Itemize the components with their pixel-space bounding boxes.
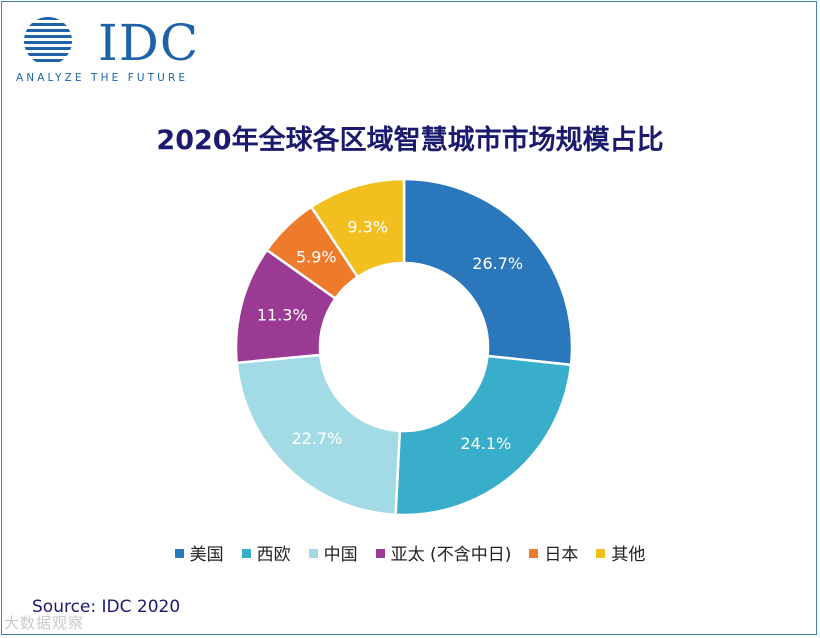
slice-label-2: 22.7% bbox=[291, 429, 342, 448]
slice-label-4: 5.9% bbox=[296, 248, 337, 267]
legend-swatch-1 bbox=[241, 549, 251, 558]
legend-item-2: 中国 bbox=[308, 540, 358, 565]
legend-label-0: 美国 bbox=[189, 545, 224, 565]
legend-label-5: 其他 bbox=[611, 545, 646, 565]
globe-icon bbox=[24, 17, 72, 62]
legend-swatch-2 bbox=[308, 549, 318, 558]
slice-label-3: 11.3% bbox=[257, 306, 308, 325]
legend-item-1: 西欧 bbox=[241, 540, 291, 565]
watermark-text: 大数据观察 bbox=[4, 614, 85, 632]
donut-chart: 26.7% 24.1% 22.7% 11.3% 5.9% 9.3% bbox=[234, 177, 574, 517]
legend-swatch-3 bbox=[375, 549, 385, 558]
legend-label-3: 亚太 (不含中日) bbox=[390, 545, 512, 565]
legend-swatch-5 bbox=[596, 549, 606, 558]
slice-label-1: 24.1% bbox=[460, 434, 511, 453]
slice-label-5: 9.3% bbox=[347, 217, 388, 236]
legend-swatch-0 bbox=[174, 549, 184, 558]
chart-legend: 美国 西欧 中国 亚太 (不含中日) 日本 其他 bbox=[0, 540, 820, 565]
legend-label-4: 日本 bbox=[544, 545, 579, 565]
legend-item-3: 亚太 (不含中日) bbox=[375, 540, 512, 565]
legend-item-4: 日本 bbox=[529, 540, 578, 565]
pie-slice-0 bbox=[402, 177, 574, 367]
slice-label-0: 26.7% bbox=[472, 254, 523, 273]
legend-swatch-4 bbox=[529, 549, 539, 558]
source-note: Source: IDC 2020 bbox=[32, 597, 181, 617]
legend-item-5: 其他 bbox=[596, 540, 645, 565]
legend-label-2: 中国 bbox=[323, 545, 358, 565]
legend-item-0: 美国 bbox=[174, 540, 224, 565]
pie-slice-5 bbox=[310, 177, 406, 279]
logo-tagline: ANALYZE THE FUTURE bbox=[16, 72, 189, 84]
idc-logo: IDC ANALYZE THE FUTURE bbox=[16, 16, 216, 88]
pie-slice-1 bbox=[394, 354, 573, 517]
logo-wordmark: IDC bbox=[98, 14, 200, 72]
legend-label-1: 西欧 bbox=[256, 545, 291, 565]
pie-slice-2 bbox=[235, 353, 402, 517]
chart-title: 2020年全球各区域智慧城市市场规模占比 bbox=[156, 125, 664, 156]
